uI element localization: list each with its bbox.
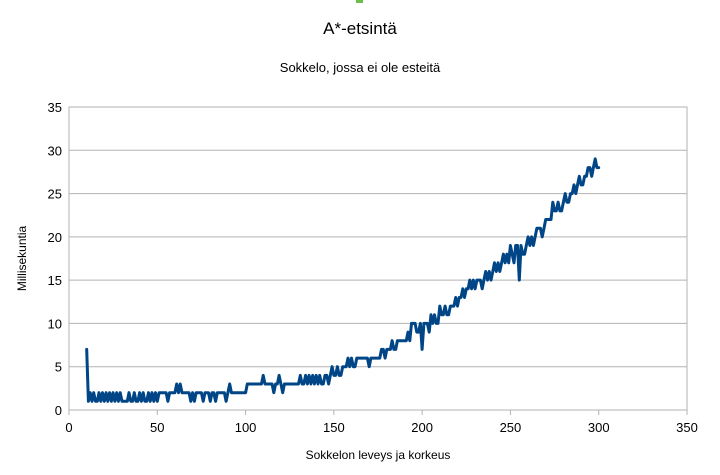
y-tick-label: 35 [48,100,62,115]
series-line [85,157,601,403]
gridlines [69,106,687,411]
plot-frame [68,106,688,411]
y-tick-label: 30 [48,143,62,158]
x-axis-label: Sokkelon leveys ja korkeus [306,448,451,462]
y-tick-label: 5 [55,360,62,375]
chart-subtitle: Sokkelo, jossa ei ole esteitä [279,60,441,75]
x-axis-ticks: 0 50 100 150 200 250 300 350 [65,410,698,435]
y-axis-label: Millisekuntia [15,225,29,291]
x-tick-label: 50 [150,420,164,435]
x-tick-label: 350 [676,420,698,435]
y-axis-ticks: 0 5 10 15 20 25 30 35 [48,100,62,418]
series-group [85,157,601,403]
y-tick-label: 15 [48,273,62,288]
chart-title: A*-etsintä [323,19,397,38]
x-tick-label: 100 [235,420,257,435]
x-tick-label: 300 [588,420,610,435]
x-tick-label: 0 [65,420,72,435]
x-tick-label: 200 [411,420,433,435]
y-tick-label: 10 [48,316,62,331]
y-tick-label: 0 [55,403,62,418]
x-tick-label: 150 [323,420,345,435]
x-tick-label: 250 [500,420,522,435]
y-tick-label: 25 [48,187,62,202]
color-marker [356,0,363,3]
y-tick-label: 20 [48,230,62,245]
